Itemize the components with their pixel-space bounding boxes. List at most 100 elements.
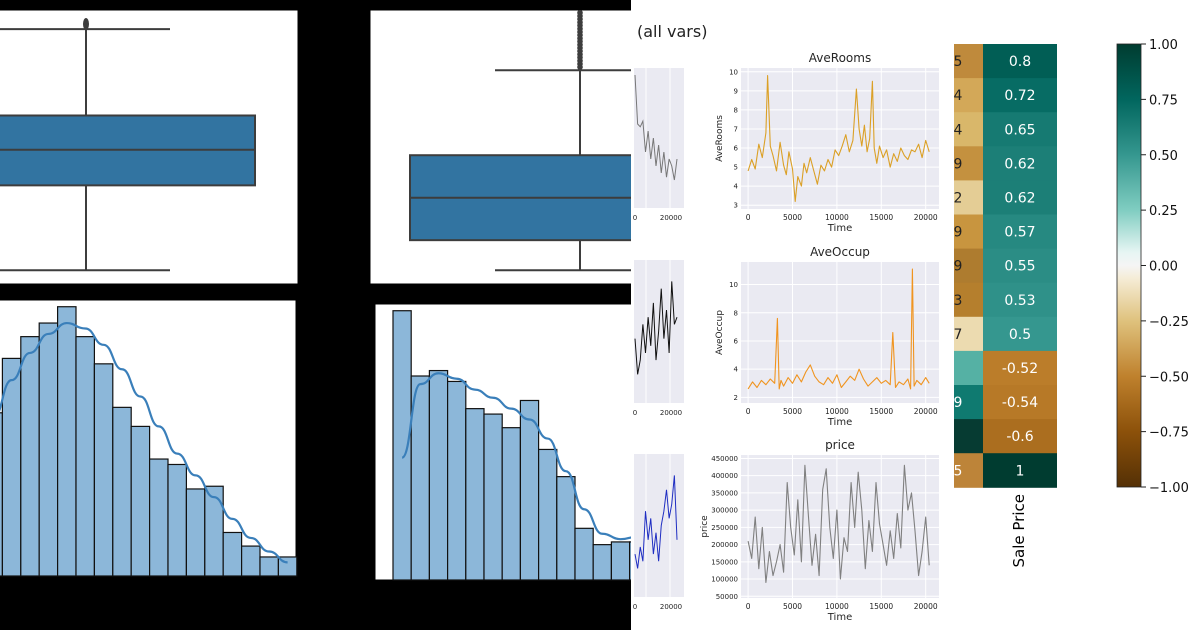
y-tick-label: 250000 xyxy=(711,524,738,532)
heatmap-cell-left xyxy=(954,350,983,386)
heatmap-cell-left-label: 9 xyxy=(954,156,963,172)
x-tick-label: 0 xyxy=(746,602,751,611)
heatmap-cell-label: -0.6 xyxy=(1006,429,1033,445)
outlier-point xyxy=(83,18,89,30)
colorbar-tick-label: 0.25 xyxy=(1149,204,1178,219)
hist-bar xyxy=(204,485,224,577)
chart-title: AveRooms xyxy=(809,51,871,65)
y-tick-label: 6 xyxy=(734,337,739,345)
y-axis-label: AveOccup xyxy=(715,310,725,355)
hist-bar xyxy=(38,322,59,577)
x-axis-label: Time xyxy=(827,417,852,428)
colorbar-ticks: 1.00 0.75 0.50 0.25 0.00 −0.25 −0.50 −0.75 −1.00 xyxy=(1141,38,1189,496)
hist-bar xyxy=(483,413,503,581)
heatmap-cell-label: 0.55 xyxy=(1004,259,1035,275)
x-tick-label: 0 xyxy=(746,213,751,222)
hist-bar xyxy=(185,488,206,577)
heatmap-cell-left xyxy=(954,282,983,318)
colorbar-tick-label: −0.50 xyxy=(1149,370,1189,385)
left-panel xyxy=(0,9,631,581)
colorbar xyxy=(1116,43,1142,488)
hist-bar xyxy=(56,306,77,577)
outlier-point xyxy=(577,64,583,70)
y-tick-label: 2 xyxy=(734,394,738,402)
x-tick-label: 20000 xyxy=(914,602,938,611)
y-tick-label: 6 xyxy=(734,145,739,153)
hist-bar xyxy=(75,336,95,577)
y-tick-label: 200000 xyxy=(711,541,738,549)
heatmap-cell-left-label: 2 xyxy=(954,190,963,206)
hist-bar xyxy=(130,425,151,577)
heatmap-cell xyxy=(983,453,1057,488)
x-axis-label: Time xyxy=(827,223,852,234)
hist-bar xyxy=(574,527,594,581)
thumbnail-line xyxy=(634,281,678,375)
x-tick-label: 5000 xyxy=(783,407,802,416)
plot-background xyxy=(741,68,939,209)
heatmap-cell-left xyxy=(954,146,983,181)
y-tick-label: 10 xyxy=(729,281,738,289)
x-tick-label: 5000 xyxy=(783,602,802,611)
chart-title: AveOccup xyxy=(810,245,870,259)
plot-background xyxy=(741,262,939,403)
heatmap-cell xyxy=(983,248,1057,284)
histogram-left xyxy=(0,306,298,577)
heatmap-cell-label: 0.53 xyxy=(1004,293,1035,309)
y-tick-label: 50000 xyxy=(716,593,738,601)
y-tick-label: 4 xyxy=(734,366,739,374)
heatmap-xlabel: Sale Price xyxy=(1010,494,1028,567)
x-tick-label: 10000 xyxy=(825,602,849,611)
y-tick-label: 150000 xyxy=(711,558,738,566)
panel-heading: (all vars) xyxy=(637,22,707,41)
y-tick-label: 8 xyxy=(734,309,738,317)
heatmap-cell-left xyxy=(954,78,983,113)
thumbnail-tick-label: 20000 xyxy=(660,214,682,222)
thumbnail-charts: 0 20000 0 20000 0 20000 xyxy=(633,68,684,611)
y-tick-label: 5 xyxy=(734,164,738,172)
x-tick-label: 20000 xyxy=(914,407,938,416)
x-tick-label: 15000 xyxy=(869,213,893,222)
y-tick-label: 400000 xyxy=(711,472,738,480)
x-axis-label: Time xyxy=(827,612,852,623)
heatmap-cell-left-label: 9 xyxy=(954,395,963,411)
heatmap-cell-label: 0.8 xyxy=(1009,54,1031,70)
x-tick-label: 15000 xyxy=(869,407,893,416)
hist-bar xyxy=(259,556,279,577)
heatmap-cell-left-label: 4 xyxy=(954,122,963,138)
heatmap-cell-label: 0.65 xyxy=(1004,122,1035,138)
heatmap-cell-label: 0.57 xyxy=(1004,225,1035,241)
heatmap-cell-left xyxy=(954,180,983,215)
x-tick-label: 20000 xyxy=(914,213,938,222)
y-tick-label: 9 xyxy=(734,87,738,95)
heatmap-cell xyxy=(983,78,1057,113)
heatmap-cell-label: -0.54 xyxy=(1002,395,1038,411)
x-tick-label: 5000 xyxy=(783,213,802,222)
thumbnail-chart: 0 20000 xyxy=(633,260,684,417)
thumbnail-line xyxy=(634,475,678,569)
x-tick-label: 0 xyxy=(746,407,751,416)
heatmap-cell-left-label: 5 xyxy=(954,54,963,70)
heatmap-cell-left xyxy=(954,385,983,420)
heatmap-cell-left xyxy=(954,214,983,250)
hist-bar xyxy=(501,427,522,581)
heatmap-cell xyxy=(983,350,1057,386)
heatmap-cell xyxy=(983,44,1057,79)
timeseries-chart-price: 0 5000 10000 15000 20000 450000 400000 350000 30… xyxy=(700,438,939,623)
heatmap-cell xyxy=(983,214,1057,250)
series-line xyxy=(747,268,930,390)
thumbnail-tick-label: 20000 xyxy=(660,603,682,611)
hist-bar xyxy=(610,541,631,581)
heatmap-sale-price-column: 0.8 0.72 0.65 0.62 0.62 0.57 0.55 0.53 0.5 -0.52 -… xyxy=(983,44,1057,488)
series-line xyxy=(747,464,930,584)
histogram-right xyxy=(392,310,631,581)
thumbnail-tick-label: 0 xyxy=(633,214,637,222)
thumbnail-chart: 0 20000 xyxy=(633,454,684,611)
thumbnail-tick-label: 0 xyxy=(633,409,637,417)
heatmap-cell xyxy=(983,180,1057,215)
thumbnail-tick-label: 20000 xyxy=(660,409,682,417)
heatmap-cell xyxy=(983,282,1057,318)
middle-panel: (all vars) 0 200000 200000 20000 0 5000 10000… xyxy=(631,0,954,630)
x-tick-label: 10000 xyxy=(825,213,849,222)
heatmap-cell-left xyxy=(954,419,983,454)
